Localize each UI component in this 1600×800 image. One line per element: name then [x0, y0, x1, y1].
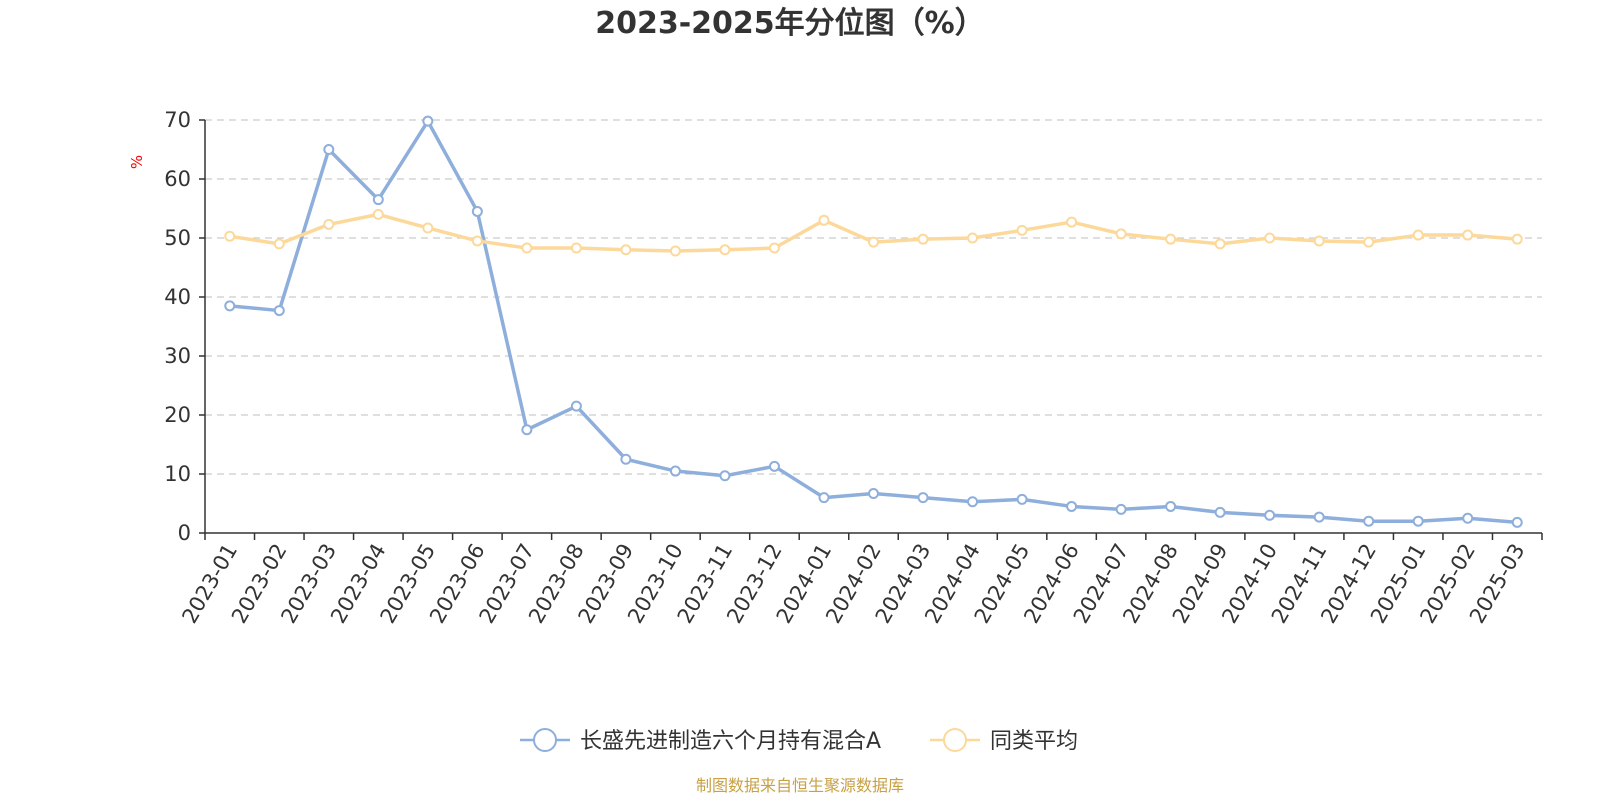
- data-point[interactable]: [1511, 233, 1523, 245]
- data-point[interactable]: [1214, 238, 1226, 250]
- data-point[interactable]: [323, 218, 335, 230]
- series-layer: [224, 115, 1523, 528]
- legend-marker: [533, 728, 557, 752]
- data-point[interactable]: [471, 235, 483, 247]
- data-point[interactable]: [768, 460, 780, 472]
- data-point[interactable]: [1412, 229, 1424, 241]
- data-point[interactable]: [1313, 511, 1325, 523]
- data-point[interactable]: [422, 222, 434, 234]
- grid-lines: [205, 119, 1542, 475]
- data-point[interactable]: [1214, 506, 1226, 518]
- data-point[interactable]: [620, 453, 632, 465]
- chart-title: 2023-2025年分位图（%）: [595, 6, 985, 41]
- data-point[interactable]: [570, 400, 582, 412]
- data-point[interactable]: [967, 232, 979, 244]
- data-point[interactable]: [422, 115, 434, 127]
- data-point[interactable]: [917, 492, 929, 504]
- series-line: [229, 119, 1518, 525]
- series-2: [224, 208, 1523, 257]
- data-point[interactable]: [669, 245, 681, 257]
- data-point[interactable]: [620, 244, 632, 256]
- data-point[interactable]: [868, 487, 879, 499]
- data-point[interactable]: [471, 205, 483, 217]
- legend-marker: [943, 728, 967, 752]
- y-tick-label: 10: [164, 462, 191, 486]
- legend-item[interactable]: 同类平均: [930, 728, 1078, 754]
- data-point[interactable]: [1066, 216, 1078, 228]
- source-note: 制图数据来自恒生聚源数据库: [696, 776, 904, 795]
- y-tick-label: 60: [164, 167, 191, 191]
- data-point[interactable]: [224, 300, 236, 312]
- data-point[interactable]: [372, 194, 384, 206]
- y-tick-label: 50: [164, 226, 191, 250]
- data-point[interactable]: [1462, 512, 1474, 524]
- data-point[interactable]: [1016, 493, 1028, 505]
- data-point[interactable]: [1264, 232, 1276, 244]
- y-tick-label: 40: [164, 285, 191, 309]
- data-point[interactable]: [1264, 509, 1276, 521]
- data-point[interactable]: [1462, 229, 1474, 241]
- data-point[interactable]: [1363, 236, 1375, 248]
- data-point[interactable]: [1115, 503, 1127, 515]
- legend-label: 长盛先进制造六个月持有混合A: [580, 729, 881, 754]
- x-axis-ticks: 2023-012023-022023-032023-042023-052023-…: [177, 533, 1543, 627]
- data-point[interactable]: [323, 144, 335, 155]
- data-point[interactable]: [1313, 235, 1325, 247]
- data-point[interactable]: [1165, 500, 1177, 512]
- data-point[interactable]: [719, 470, 731, 482]
- legend: 长盛先进制造六个月持有混合A 同类平均: [520, 728, 1078, 754]
- data-point[interactable]: [768, 242, 780, 254]
- data-point[interactable]: [917, 233, 929, 245]
- y-tick-label: 30: [164, 344, 191, 368]
- data-point[interactable]: [868, 236, 879, 248]
- y-tick-label: 20: [164, 403, 191, 427]
- y-tick-label: 70: [164, 108, 191, 132]
- data-point[interactable]: [818, 492, 830, 504]
- data-point[interactable]: [224, 230, 236, 242]
- data-point[interactable]: [1412, 515, 1424, 527]
- data-point[interactable]: [669, 465, 681, 477]
- data-point[interactable]: [1115, 228, 1127, 240]
- data-point[interactable]: [1165, 233, 1177, 245]
- data-point[interactable]: [521, 242, 533, 254]
- data-point[interactable]: [818, 214, 830, 226]
- legend-label: 同类平均: [990, 729, 1078, 754]
- y-tick-label: 0: [178, 521, 191, 545]
- data-point[interactable]: [570, 242, 582, 254]
- data-point[interactable]: [1511, 516, 1523, 528]
- y-axis-ticks: 0 10 20 30 40 50 60 70: [164, 108, 205, 545]
- data-point[interactable]: [1363, 515, 1375, 527]
- data-point[interactable]: [967, 496, 979, 508]
- series-1: [224, 115, 1523, 528]
- data-point[interactable]: [1016, 224, 1028, 236]
- legend-item[interactable]: 长盛先进制造六个月持有混合A: [520, 728, 881, 754]
- data-point[interactable]: [1066, 500, 1078, 512]
- data-point[interactable]: [273, 305, 285, 317]
- data-point[interactable]: [273, 238, 285, 250]
- data-point[interactable]: [372, 208, 384, 220]
- data-point[interactable]: [719, 244, 731, 256]
- axes: [204, 120, 1542, 534]
- y-axis-label: %: [128, 155, 146, 169]
- data-point[interactable]: [521, 424, 533, 436]
